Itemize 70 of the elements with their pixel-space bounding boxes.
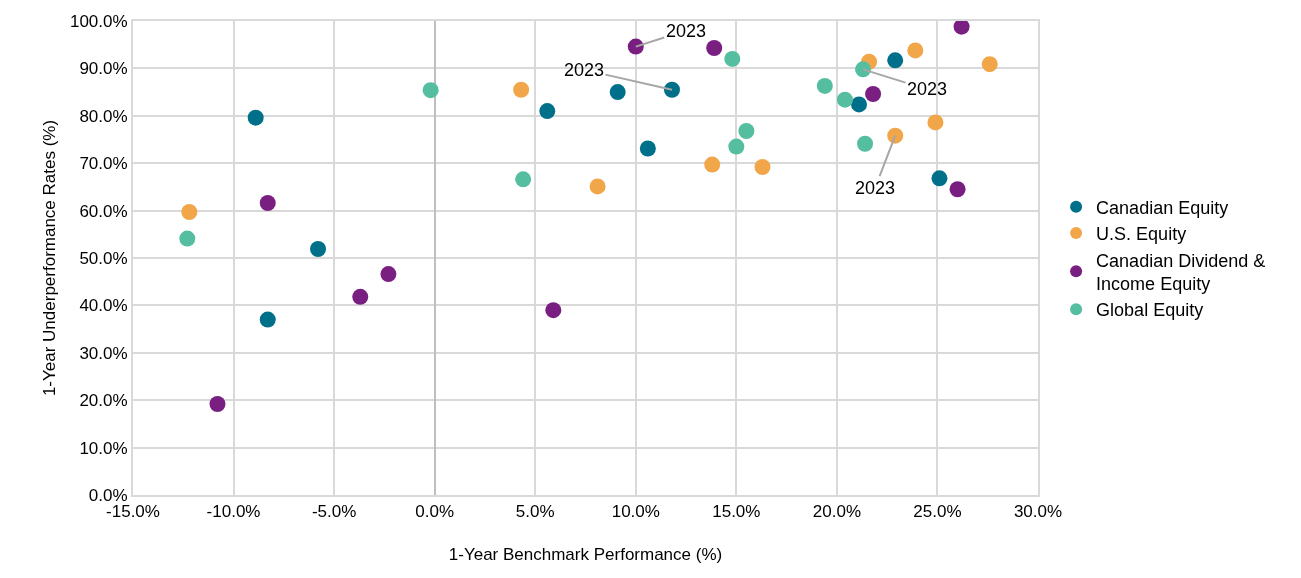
point <box>857 135 874 152</box>
legend-label: Global Equity <box>1096 300 1204 321</box>
point <box>179 230 196 247</box>
point <box>181 204 198 221</box>
point <box>663 81 680 98</box>
point <box>728 138 745 155</box>
x-tick-label: 5.0% <box>515 502 555 522</box>
point <box>515 171 532 188</box>
y-tick-label: 60.0% <box>79 201 128 221</box>
x-tick-label: 0.0% <box>415 502 455 522</box>
point <box>927 114 944 131</box>
point <box>513 81 530 98</box>
y-tick-label: 70.0% <box>79 154 128 174</box>
point <box>738 122 755 139</box>
y-tick-label: 30.0% <box>79 343 128 363</box>
point <box>887 52 904 69</box>
y-tick-label: 20.0% <box>79 391 128 411</box>
x-tick-label: 30.0% <box>1013 502 1063 522</box>
y-tick-label: 100.0% <box>69 11 128 31</box>
y-axis-title: 1-Year Underperformance Rates (%) <box>39 119 59 397</box>
point <box>589 178 606 195</box>
annotation: 2023 <box>855 178 896 198</box>
legend-label: Canadian Dividend & Income Equity <box>1096 250 1266 294</box>
y-tick-label: 40.0% <box>79 296 128 316</box>
point <box>865 86 882 102</box>
point <box>754 158 771 175</box>
point <box>816 77 833 94</box>
point <box>310 240 327 257</box>
x-tick-label: 10.0% <box>611 502 660 522</box>
y-tick-label: 80.0% <box>79 106 128 126</box>
point <box>836 91 853 108</box>
point <box>949 181 966 198</box>
point <box>704 156 721 173</box>
point <box>724 50 741 67</box>
point <box>887 127 904 144</box>
point <box>259 311 276 328</box>
point <box>851 96 868 113</box>
point <box>981 56 998 73</box>
x-tick-label: -5.0% <box>311 502 357 522</box>
legend-label: Canadian Equity <box>1096 197 1229 218</box>
point <box>539 103 556 120</box>
y-tick-label: 0.0% <box>88 485 128 505</box>
point <box>352 288 369 305</box>
y-tick-label: 90.0% <box>79 59 128 79</box>
x-axis-title: 1-Year Benchmark Performance (%) <box>448 545 723 565</box>
point <box>209 395 226 412</box>
point <box>422 82 439 99</box>
point <box>627 38 644 55</box>
y-tick-label: 50.0% <box>79 248 128 268</box>
point <box>639 140 656 157</box>
point <box>609 84 626 101</box>
point <box>247 109 264 126</box>
annotation: 2023 <box>666 21 707 41</box>
point <box>380 266 397 283</box>
point <box>953 21 970 35</box>
point <box>931 170 948 187</box>
x-tick-label: 25.0% <box>913 502 962 522</box>
point <box>706 40 723 57</box>
y-tick-label: 10.0% <box>79 438 128 458</box>
x-tick-label: -10.0% <box>206 502 261 522</box>
point <box>907 42 924 59</box>
point <box>545 302 562 319</box>
x-tick-label: 15.0% <box>712 502 761 522</box>
x-tick-label: 20.0% <box>812 502 861 522</box>
annotation: 2023 <box>907 79 948 99</box>
point <box>259 195 276 212</box>
x-tick-label: -15.0% <box>106 502 160 522</box>
point <box>855 61 872 78</box>
annotation: 2023 <box>564 60 605 80</box>
legend-label: U.S. Equity <box>1096 224 1187 245</box>
